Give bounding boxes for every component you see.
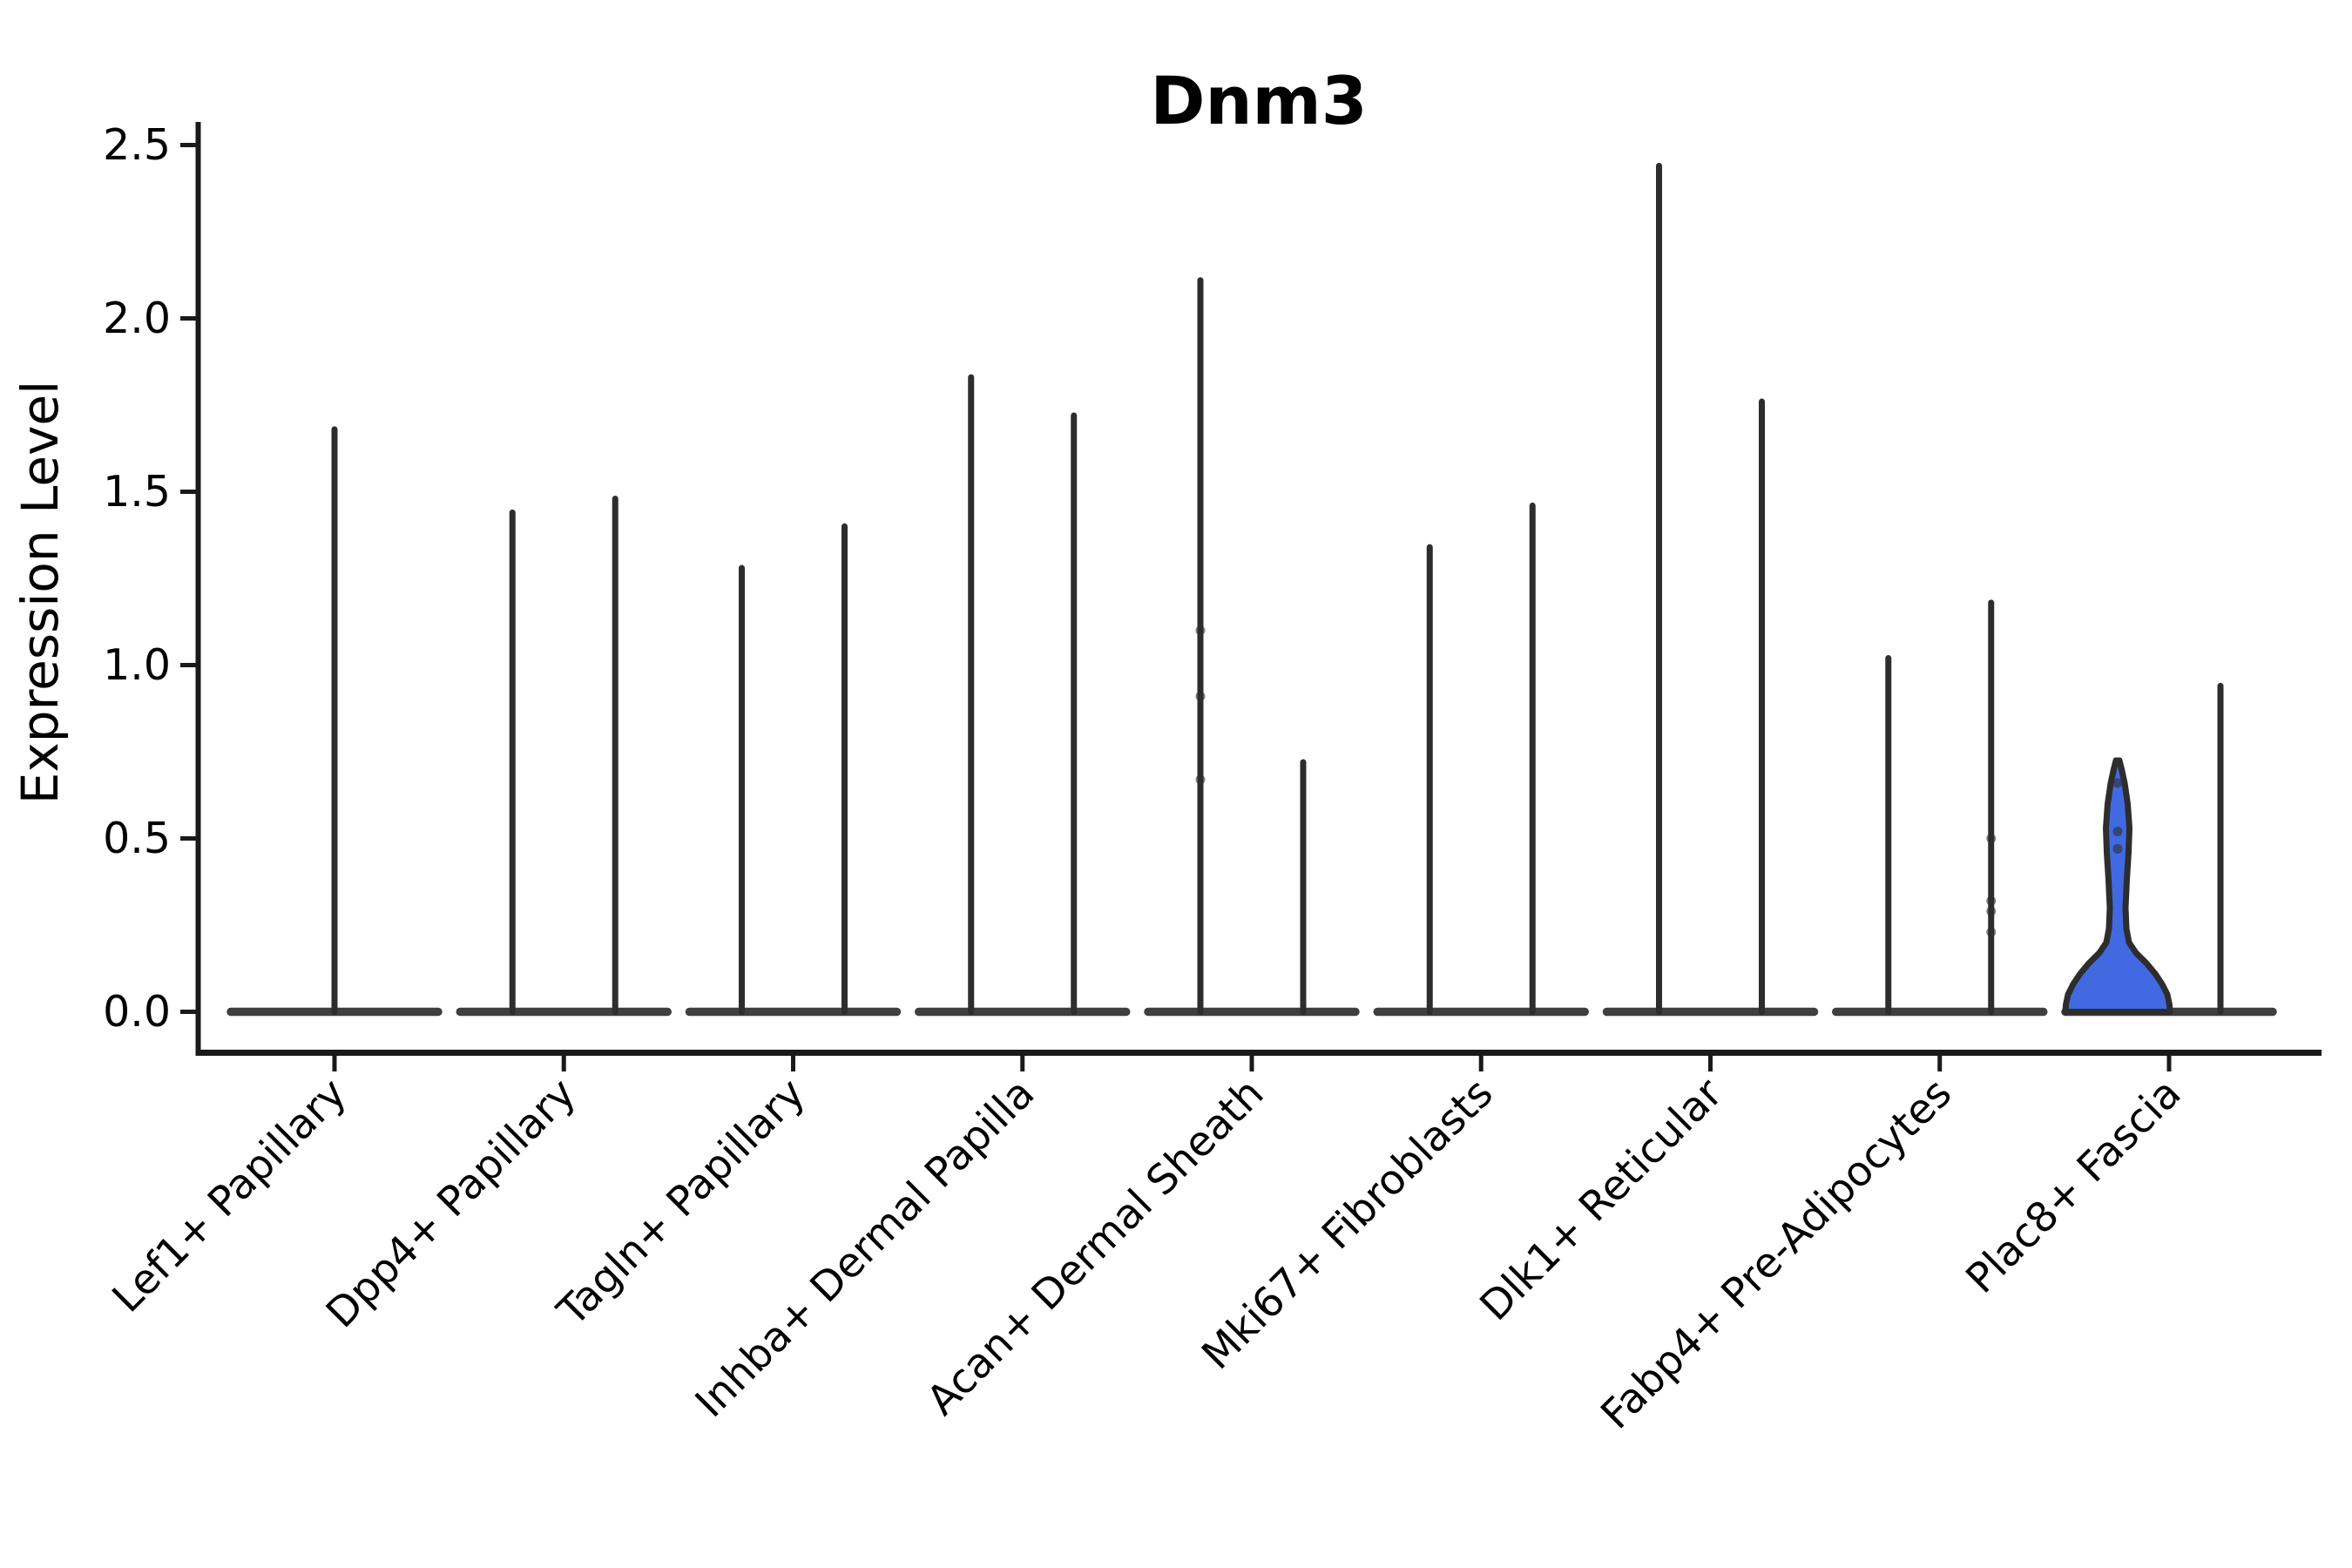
y-tick-label: 0.0 bbox=[103, 987, 171, 1037]
y-tick-label: 2.5 bbox=[103, 120, 171, 170]
jitter-point bbox=[1986, 927, 1997, 937]
jitter-point bbox=[1195, 691, 1206, 701]
violin-shape bbox=[2062, 757, 2173, 1015]
y-axis-ticks: 0.0 0.5 1.0 1.5 2.0 2.5 bbox=[103, 120, 198, 1037]
y-tick-label: 0.5 bbox=[103, 814, 171, 863]
jitter-point bbox=[2112, 843, 2123, 854]
violins bbox=[226, 162, 2277, 1017]
y-axis-label: Expression Level bbox=[10, 381, 70, 804]
jitter-point bbox=[1195, 625, 1206, 636]
jitter-point bbox=[2112, 827, 2123, 837]
y-tick-label: 1.0 bbox=[103, 640, 171, 690]
jitter-point bbox=[1986, 896, 1997, 906]
jitter-point bbox=[1986, 834, 1997, 843]
plot-title: Dnm3 bbox=[1150, 62, 1367, 139]
jitter-point bbox=[1195, 774, 1206, 785]
y-tick-label: 1.5 bbox=[103, 467, 171, 517]
jitter-point bbox=[2112, 778, 2123, 788]
jitter-point bbox=[1986, 906, 1997, 916]
y-tick-label: 2.0 bbox=[103, 294, 171, 343]
